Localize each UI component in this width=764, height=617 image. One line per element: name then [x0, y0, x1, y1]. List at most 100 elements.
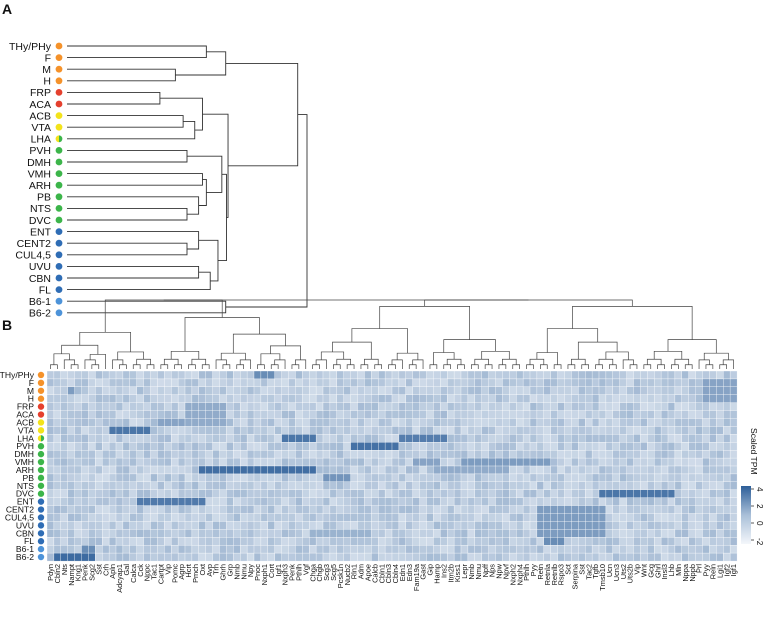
heatmap-cell	[619, 378, 627, 388]
heatmap-cell	[357, 457, 365, 467]
heatmap-cell	[302, 544, 310, 554]
heatmap-cell	[357, 489, 365, 498]
heatmap-cell	[467, 402, 476, 411]
heatmap-cell	[522, 537, 531, 546]
heatmap-cell	[364, 537, 372, 546]
heatmap-cell	[426, 426, 434, 435]
heatmap-cell	[647, 473, 655, 483]
heatmap-cell	[295, 529, 303, 538]
heatmap-cell	[481, 418, 489, 427]
heatmap-cell	[585, 378, 593, 388]
gene-label: Ghrl	[653, 564, 662, 578]
heatmap-cell	[274, 552, 282, 562]
heatmap-cell	[171, 481, 179, 491]
region-label-b: ACB	[16, 417, 34, 427]
heatmap-cell	[578, 378, 586, 388]
heatmap-cell	[267, 489, 275, 498]
heatmap-cell	[205, 544, 213, 554]
heatmap-cell	[329, 497, 338, 506]
gene-dendrogram-branch	[257, 364, 265, 369]
heatmap-cell	[405, 370, 413, 380]
heatmap-cell	[143, 537, 151, 546]
heatmap-cell	[108, 473, 117, 483]
heatmap-cell	[398, 434, 407, 443]
heatmap-cell	[53, 465, 62, 475]
heatmap-cell	[198, 434, 206, 443]
gene-label: Itm2b	[446, 564, 455, 582]
heatmap-cell	[667, 521, 676, 530]
heatmap-cell	[391, 449, 400, 459]
heatmap-cell	[267, 449, 275, 459]
region-label-a: VTA	[31, 122, 51, 134]
heatmap-cell	[543, 434, 551, 443]
heatmap-cell	[654, 529, 662, 538]
region-color-dot	[55, 251, 63, 259]
gene-label: Vip	[163, 564, 172, 575]
heatmap-cell	[709, 418, 717, 427]
heatmap-cell	[233, 449, 241, 459]
heatmap-cell	[536, 497, 545, 506]
heatmap-cell	[405, 386, 413, 396]
heatmap-cell	[723, 442, 731, 451]
heatmap-cell	[150, 434, 158, 443]
heatmap-cell	[564, 465, 572, 475]
heatmap-cell	[171, 402, 179, 411]
gene-label: Hcrt	[184, 564, 193, 578]
heatmap-cell	[433, 521, 441, 530]
heatmap-cell	[384, 442, 393, 451]
heatmap-cell	[246, 529, 255, 538]
heatmap-cell	[74, 521, 82, 530]
heatmap-cell	[723, 489, 731, 498]
colorbar-tick-label: 4	[755, 487, 764, 492]
heatmap-cell	[681, 505, 689, 514]
heatmap-cell	[177, 505, 186, 514]
heatmap-cell	[716, 370, 724, 380]
heatmap-cell	[336, 410, 344, 419]
heatmap-cell	[53, 473, 62, 483]
heatmap-cell	[460, 497, 469, 506]
heatmap-cell	[343, 457, 351, 467]
heatmap-cell	[129, 513, 137, 522]
heatmap-cell	[522, 434, 531, 443]
heatmap-cell	[585, 513, 593, 522]
heatmap-cell	[433, 537, 441, 546]
heatmap-cell	[716, 402, 724, 411]
heatmap-cell	[129, 489, 137, 498]
heatmap-cell	[46, 378, 55, 388]
heatmap-cell	[605, 521, 614, 530]
heatmap-cell	[309, 370, 317, 380]
heatmap-cell	[102, 442, 110, 451]
heatmap-cell	[578, 481, 586, 491]
heatmap-cell	[378, 442, 386, 451]
heatmap-cell	[171, 418, 179, 427]
heatmap-cell	[564, 442, 572, 451]
heatmap-cell	[226, 465, 234, 475]
heatmap-cell	[364, 513, 372, 522]
heatmap-cell	[343, 544, 351, 554]
heatmap-cell	[398, 370, 407, 380]
gene-label: Gcg	[646, 564, 655, 578]
heatmap-cell	[578, 513, 586, 522]
heatmap-cell	[398, 457, 407, 467]
heatmap-cell	[281, 402, 289, 411]
heatmap-cell	[177, 434, 186, 443]
heatmap-cell	[315, 449, 324, 459]
heatmap-cell	[598, 537, 607, 546]
heatmap-cell	[516, 434, 524, 443]
heatmap-cell	[322, 552, 331, 562]
heatmap-cell	[681, 537, 689, 546]
heatmap-cell	[95, 426, 103, 435]
region-color-dot	[55, 42, 63, 50]
heatmap-cell	[516, 378, 524, 388]
heatmap-cell	[343, 552, 351, 562]
heatmap-cell	[626, 552, 634, 562]
heatmap-cell	[150, 442, 158, 451]
heatmap-cell	[564, 378, 572, 388]
heatmap-cell	[164, 394, 172, 403]
heatmap-cell	[716, 442, 724, 451]
heatmap-cell	[136, 449, 144, 459]
heatmap-cell	[516, 537, 524, 546]
heatmap-cell	[495, 394, 503, 403]
heatmap-cell	[660, 505, 669, 514]
heatmap-cell	[543, 465, 551, 475]
